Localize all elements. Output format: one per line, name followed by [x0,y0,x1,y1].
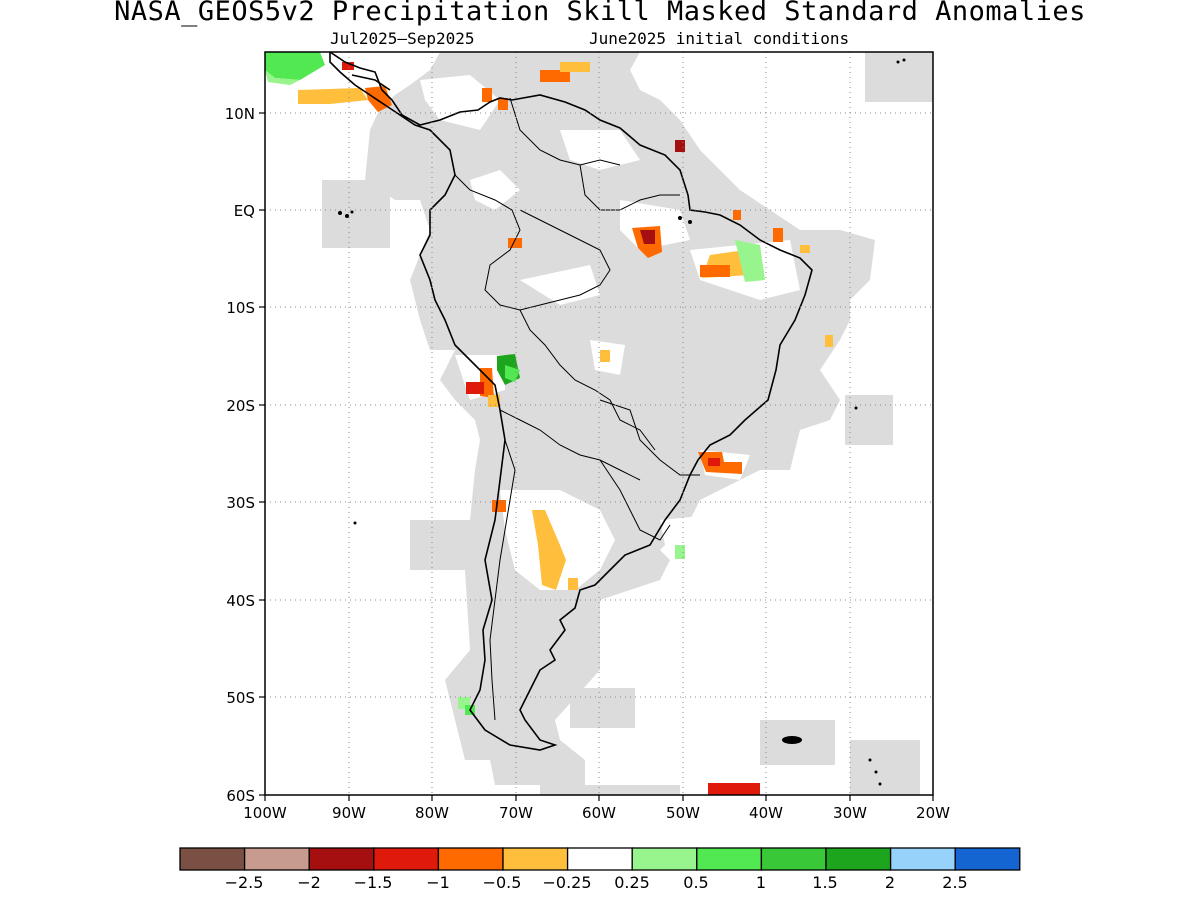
colorbar-swatch [437,847,504,871]
colorbar-label: 0.5 [683,873,708,892]
x-tick-label: 90W [332,804,366,822]
negative-anomaly-patch [800,245,810,253]
colorbar-label: −0.5 [483,873,522,892]
colorbar-label: −2 [297,873,321,892]
negative-anomaly-patch [708,783,760,795]
colorbar-label: −1 [426,873,450,892]
colorbar-label: −2.5 [225,873,264,892]
y-tick-label: EQ [234,202,255,220]
colorbar-swatch [373,847,440,871]
negative-anomaly-patch [568,578,578,590]
y-tick-label: 60S [226,787,255,805]
colorbar-swatch [631,847,698,871]
initial-conditions: June2025 initial conditions [589,29,850,48]
x-tick-label: 30W [833,804,867,822]
colorbar-label: 2.5 [942,873,967,892]
positive-anomaly-patch [265,70,300,85]
y-tick-label: 20S [226,397,255,415]
colorbar-swatch [308,847,375,871]
x-tick-label: 50W [666,804,700,822]
colorbar-swatch [889,847,956,871]
y-tick-label: 40S [226,592,255,610]
x-tick-label: 70W [499,804,533,822]
forecast-period: Jul2025–Sep2025 [330,29,475,48]
y-tick-label: 30S [226,494,255,512]
colorbar-swatch [696,847,763,871]
colorbar-swatch [954,847,1021,871]
negative-anomaly-patch [482,88,492,102]
colorbar-swatch [566,847,633,871]
negative-anomaly-patch [600,350,610,362]
negative-anomaly-patch [508,238,522,248]
colorbar-label: 0.25 [614,873,650,892]
colorbar-label: 1 [756,873,766,892]
colorbar [179,847,1021,871]
negative-anomaly-patch [773,228,783,242]
positive-anomaly-patch [735,240,765,282]
negative-anomaly-patch [492,500,506,512]
masked-region [265,52,933,795]
colorbar-label: 2 [885,873,895,892]
colorbar-labels: −2.5 −2 −1.5 −1 −0.5 −0.25 0.25 0.5 1 1.… [225,873,968,892]
colorbar-swatch [179,847,246,871]
colorbar-label: 1.5 [812,873,837,892]
colorbar-swatch [243,847,310,871]
negative-anomaly-patch [498,98,508,110]
positive-anomaly-patch [675,545,685,559]
negative-anomaly-patch [825,335,833,347]
negative-anomaly-patch [466,382,484,394]
y-tick-label: 10N [225,105,255,123]
x-tick-label: 20W [916,804,950,822]
negative-anomaly-patch [700,265,730,277]
y-tick-label: 50S [226,689,255,707]
country-borders [454,97,700,721]
colorbar-swatch [760,847,827,871]
x-tick-label: 40W [749,804,783,822]
x-tick-label: 100W [243,804,287,822]
negative-anomaly-patch [342,62,354,70]
x-tick-label: 80W [415,804,449,822]
negative-anomaly-patch [733,210,741,220]
axis-ticks [259,112,934,801]
colorbar-label: −0.25 [542,873,591,892]
negative-anomaly-patch [298,88,368,104]
y-axis-labels: 10N EQ 10S 20S 30S 40S 50S 60S [225,105,255,805]
positive-anomaly-patch [265,52,325,80]
colorbar-label: −1.5 [354,873,393,892]
chart-title: NASA_GEOS5v2 Precipitation Skill Masked … [114,0,1086,27]
x-tick-label: 60W [582,804,616,822]
negative-anomaly-patch [708,458,720,466]
negative-anomaly-patch [640,230,655,244]
negative-anomaly-patch [560,62,590,72]
colorbar-swatch [502,847,569,871]
y-tick-label: 10S [226,299,255,317]
negative-anomaly-patch [675,140,685,152]
negative-anomaly-patch [532,510,566,590]
colorbar-swatch [825,847,892,871]
coastlines [329,52,813,751]
x-axis-labels: 100W 90W 80W 70W 60W 50W 40W 30W 20W [243,804,950,822]
map-area [265,52,933,795]
islands [338,58,906,786]
negative-anomaly-patch [540,70,570,82]
